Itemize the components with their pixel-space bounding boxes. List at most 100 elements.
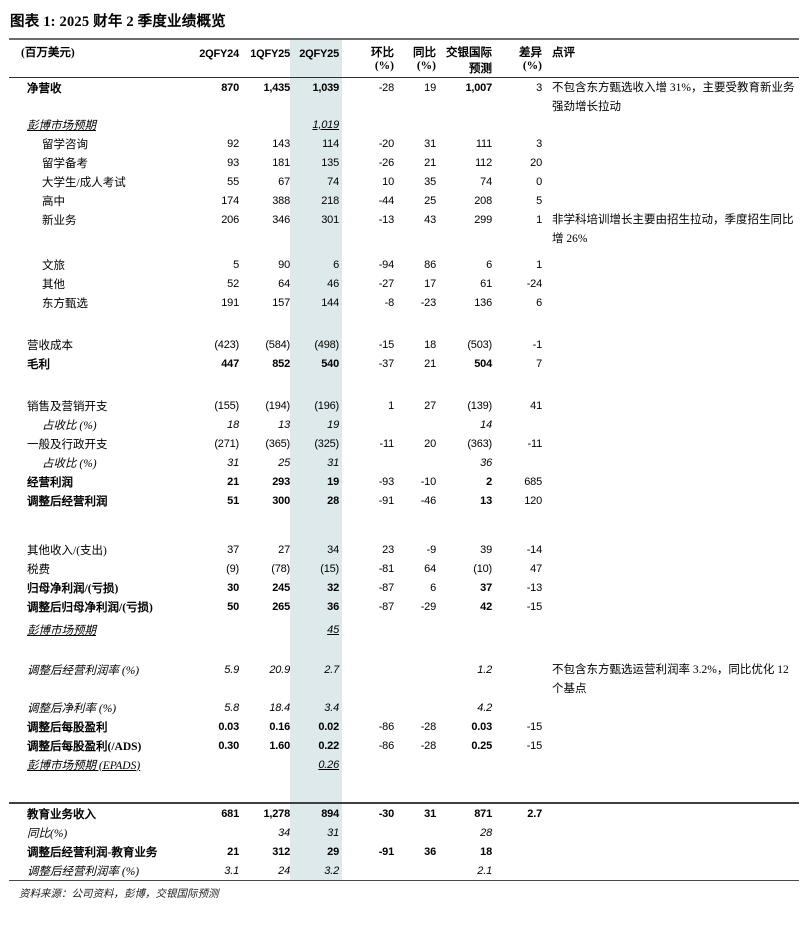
- spacer-cell: [492, 679, 542, 698]
- table-row: 占收比 (%) 18 13 19 14: [9, 415, 799, 434]
- spacer-cell: [195, 229, 239, 255]
- value-cell: 0.26: [290, 755, 342, 774]
- spacer-cell: [542, 510, 799, 540]
- value-cell: [342, 660, 394, 679]
- spacer-cell: [239, 679, 290, 698]
- value-cell: 265: [272, 600, 290, 613]
- table-row: 其他收入/(支出) 37 27 34 23 -9 39 -14: [9, 540, 799, 559]
- table-row: 调整后经营利润-教育业务 21 312 29 -91 36 18: [9, 842, 799, 861]
- spacer-cell: [436, 510, 492, 540]
- value-cell: [394, 823, 436, 842]
- value-cell: 1: [536, 213, 542, 226]
- value-cell: -86: [378, 739, 395, 752]
- value-cell: 28: [290, 491, 342, 510]
- comment: 非学科培训增长主要由招生拉动，季度招生同比增 26%: [552, 214, 794, 245]
- value-cell: 31: [290, 453, 342, 472]
- spacer-cell: [492, 510, 542, 540]
- value-cell: 52: [227, 277, 239, 290]
- comment-cell: [542, 191, 799, 210]
- value-cell: 18: [480, 845, 492, 858]
- value-cell: 92: [227, 137, 239, 150]
- value-cell: [195, 823, 239, 842]
- value-cell: (194): [265, 399, 290, 412]
- value-cell: (363): [467, 437, 492, 450]
- table-row: 调整后归母净利润/(亏损) 50 265 36 -87 -29 42 -15: [9, 597, 799, 616]
- value-cell: [492, 823, 542, 842]
- row-label: 教育业务收入: [9, 802, 195, 823]
- spacer-cell: [436, 774, 492, 803]
- spacer-cell: [394, 639, 436, 660]
- value-cell: 31: [424, 137, 436, 150]
- spacer-cell: [394, 312, 436, 335]
- value-cell: 206: [221, 213, 239, 226]
- value-cell: [342, 453, 394, 472]
- value-cell: 51: [227, 494, 239, 507]
- value-cell: 852: [272, 357, 290, 370]
- value-cell: [342, 620, 394, 639]
- value-cell: 1,007: [465, 81, 492, 94]
- row-label: 高中: [42, 195, 65, 208]
- value-cell: 18: [227, 418, 239, 431]
- value-cell: 93: [227, 156, 239, 169]
- spacer-cell: [9, 97, 195, 115]
- comment-cell: [542, 453, 799, 472]
- row-label: 调整后每股盈利: [27, 721, 108, 734]
- spacer-cell: [290, 639, 342, 660]
- value-cell: [492, 115, 542, 134]
- comment-cell: [542, 434, 799, 453]
- table-row: 经营利润 21 293 19 -93 -10 2 685: [9, 472, 799, 491]
- table-row: 调整后净利率 (%) 5.8 18.4 3.4 4.2: [9, 698, 799, 717]
- spacer-cell: [394, 774, 436, 803]
- comment-cell: [542, 802, 799, 823]
- value-cell: 37: [480, 581, 492, 594]
- value-cell: -86: [378, 720, 395, 733]
- value-cell: 19: [290, 415, 342, 434]
- value-cell: -8: [384, 296, 395, 309]
- value-cell: 90: [278, 258, 290, 271]
- value-cell: 870: [221, 81, 239, 94]
- value-cell: (9): [226, 562, 239, 575]
- header-row: (%) (%) 预测 (%): [9, 60, 799, 78]
- table-row: 调整后经营利润率 (%) 3.1 24 3.2 2.1: [9, 861, 799, 881]
- comment-cell: [542, 578, 799, 597]
- value-cell: [195, 115, 239, 134]
- spacer-cell: [290, 229, 342, 255]
- spacer-cell: [436, 639, 492, 660]
- value-cell: 191: [221, 296, 239, 309]
- table-row: 归母净利润/(亏损) 30 245 32 -87 6 37 -13: [9, 578, 799, 597]
- value-cell: 0: [536, 175, 542, 188]
- column-header: 预测: [436, 60, 492, 78]
- row-label: 其他收入/(支出): [27, 544, 107, 557]
- table-row: 留学咨询 92 143 114 -20 31 111 3: [9, 134, 799, 153]
- spacer-cell: [195, 312, 239, 335]
- value-cell: 1,435: [263, 81, 290, 94]
- value-cell: 3.1: [224, 864, 239, 877]
- value-cell: 4.2: [477, 701, 492, 714]
- value-cell: [342, 698, 394, 717]
- value-cell: 39: [480, 543, 492, 556]
- column-header: (%): [394, 60, 436, 78]
- value-cell: 136: [474, 296, 492, 309]
- value-cell: [492, 755, 542, 774]
- value-cell: 6: [290, 255, 342, 274]
- comment-cell: [542, 736, 799, 755]
- spacer-row: [9, 510, 799, 540]
- value-cell: [492, 620, 542, 639]
- results-table: (百万美元) 2QFY24 1QFY25 2QFY25 环比 同比 交银国际 差异 点评 (%)(…: [9, 38, 799, 881]
- column-header: (百万美元): [21, 47, 75, 59]
- comment-cell: [542, 255, 799, 274]
- comment-cell: [542, 153, 799, 172]
- value-cell: [436, 755, 492, 774]
- row-label: 其他: [42, 278, 65, 291]
- table-row: 税费 (9) (78) (15) -81 64 (10) 47: [9, 559, 799, 578]
- spacer-cell: [342, 510, 394, 540]
- comment-cell: [542, 823, 799, 842]
- row-label: 新业务: [42, 214, 77, 227]
- column-header: 1QFY25: [250, 48, 290, 60]
- table-row: 调整后每股盈利 0.03 0.16 0.02 -86 -28 0.03 -15: [9, 717, 799, 736]
- value-cell: (10): [473, 562, 492, 575]
- comment-cell: [542, 354, 799, 373]
- spacer-cell: [342, 774, 394, 803]
- value-cell: -23: [420, 296, 437, 309]
- row-label: 营收成本: [27, 339, 73, 352]
